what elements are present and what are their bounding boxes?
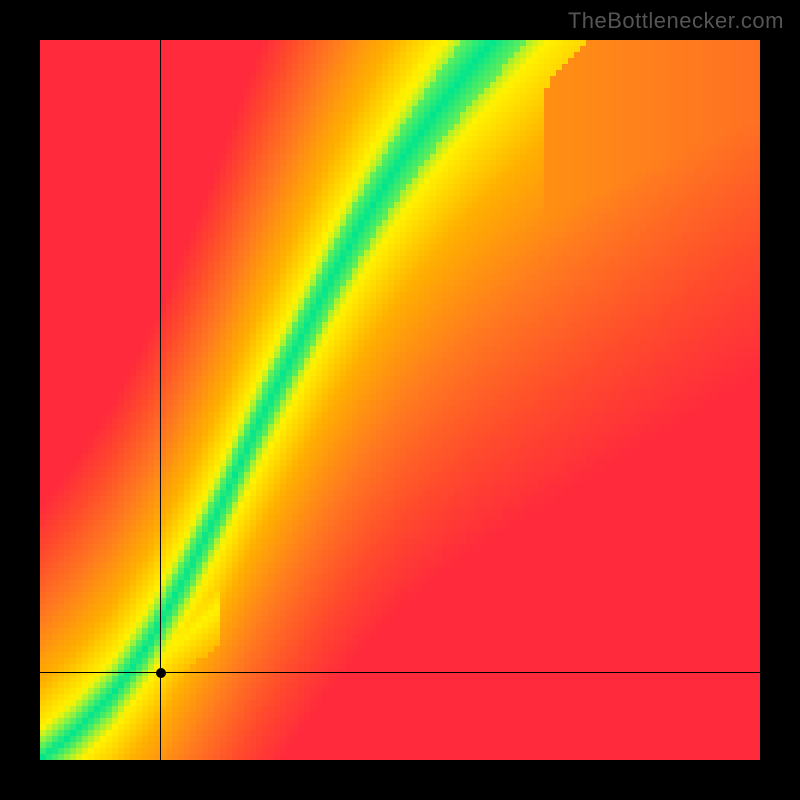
selection-marker [156, 668, 166, 678]
heatmap-canvas [40, 40, 760, 760]
crosshair-horizontal [40, 672, 760, 673]
watermark-text: TheBottlenecker.com [568, 8, 784, 34]
heatmap-plot [40, 40, 760, 760]
crosshair-vertical [160, 40, 161, 760]
